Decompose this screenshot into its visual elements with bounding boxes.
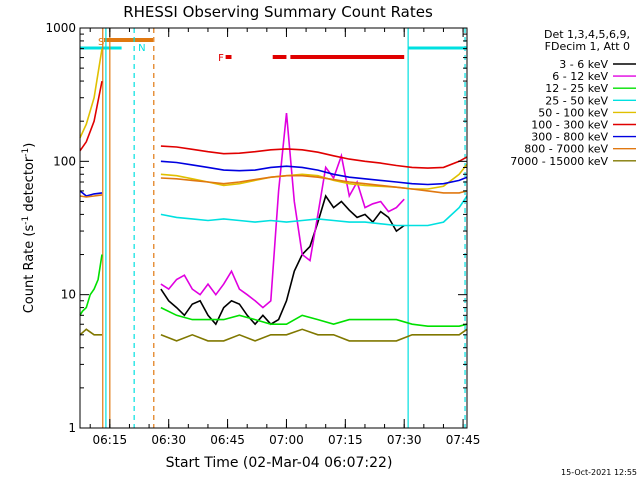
night-flag-label: N xyxy=(138,43,145,54)
x-tick-label: 06:45 xyxy=(210,433,245,447)
legend-label: 3 - 6 keV xyxy=(559,58,608,71)
x-tick-label: 07:00 xyxy=(269,433,304,447)
y-tick-label: 10 xyxy=(61,288,76,302)
y-axis-label: Count Rate (s-1 detector-1) xyxy=(21,143,37,314)
series-line-6 xyxy=(160,160,468,186)
x-tick-label: 06:15 xyxy=(93,433,128,447)
legend-label: 300 - 800 keV xyxy=(531,131,608,144)
x-axis-label: Start Time (02-Mar-04 06:07:22) xyxy=(166,455,393,471)
series-line-4 xyxy=(79,48,103,139)
y-axis: 1 10 100 1000 xyxy=(45,21,467,435)
plot-frame xyxy=(79,27,468,429)
series-line-7 xyxy=(160,174,468,194)
svg-text:Count Rate (s-1 detector-1): Count Rate (s-1 detector-1) xyxy=(21,143,37,314)
series-line-2 xyxy=(160,306,468,328)
series-line-6 xyxy=(79,190,103,197)
x-tick-label: 07:45 xyxy=(446,433,481,447)
legend-label: 25 - 50 keV xyxy=(545,94,608,107)
legend-label: 12 - 25 keV xyxy=(545,82,608,95)
plot-area: S N F xyxy=(79,28,468,428)
timestamp-label: 15-Oct-2021 12:55 xyxy=(561,468,637,477)
chart-title: RHESSI Observing Summary Count Rates xyxy=(123,3,433,21)
series-line-8 xyxy=(160,328,468,342)
y-tick-label: 1000 xyxy=(45,21,76,35)
series-line-5 xyxy=(160,145,468,169)
series-line-7 xyxy=(79,194,103,198)
legend-label: 6 - 12 keV xyxy=(552,70,608,83)
series-line-5 xyxy=(79,80,103,152)
y-tick-label: 1 xyxy=(68,421,76,435)
legend-header-line-2: FDecim 1, Att 0 xyxy=(545,40,630,53)
series-line-3 xyxy=(160,195,468,227)
legend-label: 100 - 300 keV xyxy=(531,119,608,132)
x-tick-label: 06:30 xyxy=(151,433,186,447)
legend-label: 800 - 7000 keV xyxy=(524,143,608,156)
series-line-1 xyxy=(160,113,405,309)
series-line-8 xyxy=(79,328,102,336)
series-line-2 xyxy=(79,254,103,316)
x-tick-label: 07:30 xyxy=(387,433,422,447)
legend-label: 7000 - 15000 keV xyxy=(510,155,608,168)
x-axis: 06:15 06:30 06:45 07:00 07:15 07:30 07:45 xyxy=(89,28,481,447)
y-tick-label: 100 xyxy=(53,154,76,168)
flare-flag-label: F xyxy=(218,53,224,64)
legend-label: 50 - 100 keV xyxy=(538,106,608,119)
legend-header-line-1: Det 1,3,4,5,6,9, xyxy=(544,28,630,41)
x-tick-label: 07:15 xyxy=(328,433,363,447)
saa-flag-label: S xyxy=(98,37,104,48)
series-line-0 xyxy=(160,194,405,326)
